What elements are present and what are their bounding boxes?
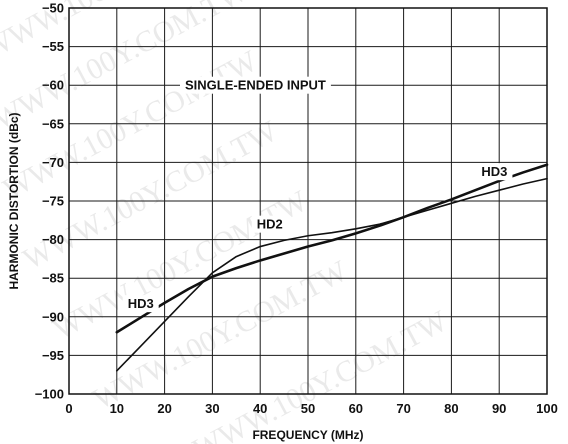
y-tick-labels: −50 −55 −60 −65 −70 −75 −80 −85 −90 −95 −100 [35, 1, 64, 402]
y-tick-label: −65 [42, 116, 64, 131]
x-tick-label: 90 [492, 401, 506, 416]
y-tick-label: −100 [35, 387, 64, 402]
x-axis-label: FREQUENCY (MHz) [252, 428, 363, 442]
y-tick-label: −85 [42, 271, 64, 286]
x-tick-label: 100 [536, 401, 558, 416]
annotations: SINGLE-ENDED INPUT HD2 HD3 HD3 [122, 76, 513, 313]
y-tick-label: −60 [42, 78, 64, 93]
x-tick-label: 20 [157, 401, 171, 416]
y-tick-label: −95 [42, 348, 64, 363]
x-tick-label: 50 [301, 401, 315, 416]
y-tick-label: −70 [42, 155, 64, 170]
x-tick-label: 0 [65, 401, 72, 416]
annotation-background [251, 215, 288, 233]
annotation-background [179, 76, 331, 94]
annotation-background [476, 163, 513, 181]
y-axis-label: HARMONIC DISTORTION (dBc) [7, 112, 21, 289]
y-tick-label: −50 [42, 1, 64, 16]
grid [69, 8, 547, 394]
x-tick-labels: 0 10 20 30 40 50 60 70 80 90 100 [65, 401, 557, 416]
y-tick-label: −75 [42, 194, 64, 209]
x-tick-label: 30 [205, 401, 219, 416]
y-tick-label: −55 [42, 39, 64, 54]
annotation-label: HD3 [128, 296, 154, 311]
x-tick-label: 70 [396, 401, 410, 416]
x-tick-label: 40 [253, 401, 267, 416]
y-tick-label: −90 [42, 309, 64, 324]
y-tick-label: −80 [42, 232, 64, 247]
annotation-label: HD3 [481, 164, 507, 179]
annotation-label: HD2 [257, 217, 283, 232]
x-tick-label: 80 [444, 401, 458, 416]
plot-frame [68, 7, 548, 395]
watermark-text: WWW.100Y.COM.TW [0, 44, 263, 206]
x-tick-label: 60 [349, 401, 363, 416]
series-line-hd2 [116, 177, 548, 372]
annotation-label: SINGLE-ENDED INPUT [185, 78, 326, 93]
x-tick-label: 10 [110, 401, 124, 416]
series-layer [115, 163, 549, 372]
series-line-hd3 [115, 163, 549, 334]
annotation-background [122, 295, 159, 313]
